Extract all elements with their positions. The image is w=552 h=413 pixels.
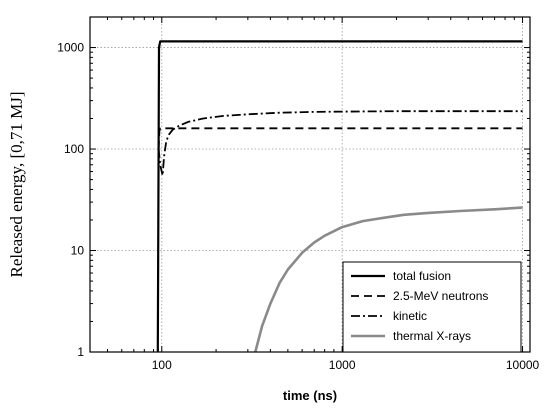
legend: total fusion 2.5-MeV neutrons kinetic therm… [342,261,522,353]
y-tick-label: 10 [71,244,85,258]
legend-label: kinetic [393,309,427,323]
y-tick-label: 1 [77,345,84,359]
series-total-fusion [156,40,523,353]
y-axis-title: Released energy, [0,71 MJ] [7,91,26,277]
series-layer [156,40,523,353]
series-thermal-x-rays [254,206,523,353]
legend-label: 2.5-MeV neutrons [393,289,488,303]
legend-label: total fusion [393,269,451,283]
x-tick-label: 1000 [329,358,356,372]
plot-frame [89,16,531,353]
x-axis-title: time (ns) [283,388,337,403]
x-tick-label: 100 [152,358,172,372]
series-kinetic [157,110,523,177]
ticks: 100 1000 10000 1 10 100 1000 [57,16,540,372]
series-2-5-mev-neutrons [157,127,523,150]
x-tick-label: 10000 [506,358,540,372]
y-tick-label: 1000 [57,41,84,55]
legend-label: thermal X-rays [393,329,471,343]
y-tick-label: 100 [64,142,84,156]
